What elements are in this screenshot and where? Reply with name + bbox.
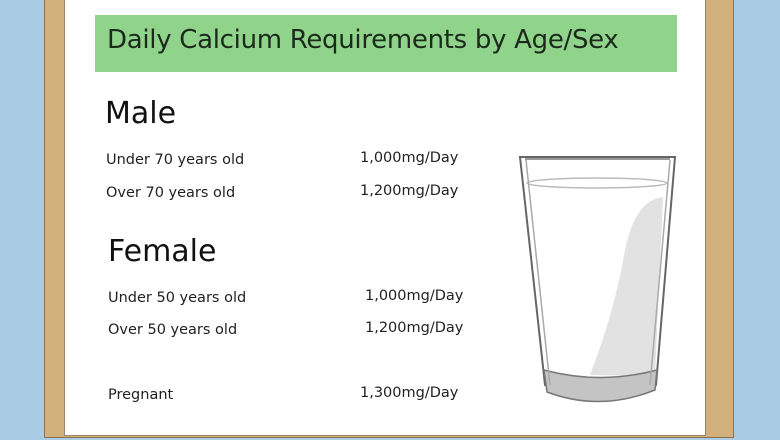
row-value: 1,300mg/Day [360, 385, 459, 401]
row-label: Under 70 years old [106, 152, 245, 168]
row-label: Over 50 years old [108, 322, 238, 338]
title-banner: Daily Calcium Requirements by Age/Sex [95, 15, 677, 72]
row-value: 1,000mg/Day [365, 288, 464, 304]
row-value: 1,200mg/Day [360, 183, 459, 199]
female-heading: Female [108, 234, 217, 269]
row-label: Over 70 years old [106, 185, 236, 201]
row-label: Under 50 years old [108, 290, 247, 306]
row-value: 1,000mg/Day [360, 150, 459, 166]
male-heading: Male [105, 96, 177, 131]
page-title: Daily Calcium Requirements by Age/Sex [107, 25, 619, 55]
row-value: 1,200mg/Day [365, 320, 464, 336]
milk-glass-icon [518, 156, 677, 403]
row-label: Pregnant [108, 387, 174, 403]
